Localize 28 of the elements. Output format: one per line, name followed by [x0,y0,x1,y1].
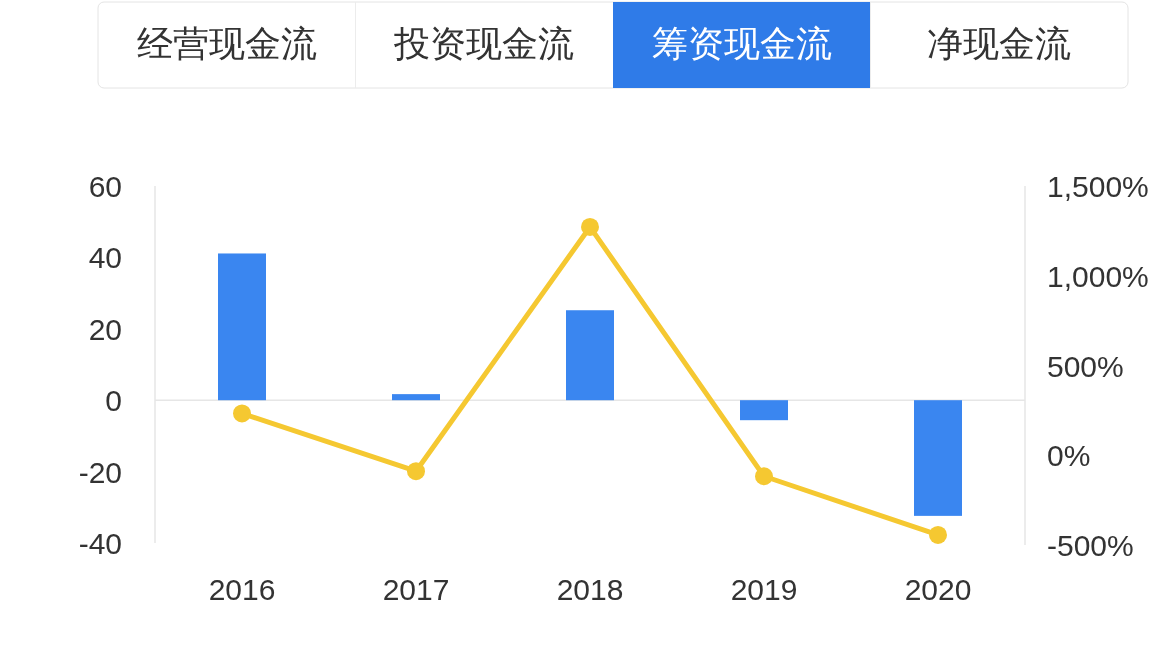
point [233,404,251,423]
bar [740,400,788,421]
bar [392,394,440,401]
y2-tick-label: 1,000% [1047,259,1149,293]
y-tick-label: 20 [88,312,122,346]
y-tick-label: 60 [88,170,122,203]
bar [566,310,614,401]
y-tick-label: -20 [78,455,122,489]
tabs: 经营现金流 投资现金流 筹资现金流 净现金流 [97,1,1129,89]
y2-tick-label: -500% [1047,529,1134,562]
y-tick-label: 40 [88,241,122,275]
y2-tick-label: 500% [1047,349,1124,383]
point [755,467,773,486]
x-tick-label: 2020 [904,573,972,606]
point [581,217,599,236]
y-tick-label: 0 [105,384,122,418]
y2-tick-label: 1,500% [1047,170,1149,203]
y2-tick-label: 0% [1047,439,1091,473]
x-tick-label: 2019 [730,573,798,606]
x-tick-label: 2018 [556,573,624,606]
x-tick-label: 2016 [208,573,276,606]
x-tick-label: 2017 [382,573,450,606]
point [929,525,947,544]
bar [218,253,266,401]
y-tick-label: -40 [78,527,122,560]
bar [914,400,962,516]
point [407,462,425,481]
chart-title: 筹资现金流 [651,23,832,64]
